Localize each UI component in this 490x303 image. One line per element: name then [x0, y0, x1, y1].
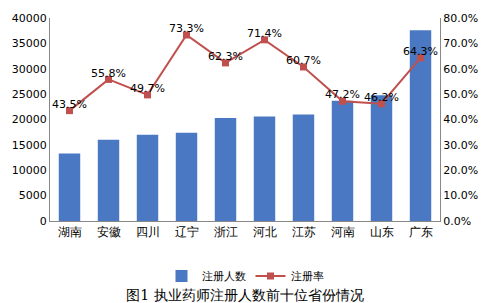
svg-text:0: 0 [40, 215, 47, 228]
svg-text:0.0%: 0.0% [443, 215, 471, 228]
svg-text:图1 执业药师注册人数前十位省份情况: 图1 执业药师注册人数前十位省份情况 [126, 287, 363, 303]
svg-text:47.2%: 47.2% [325, 88, 360, 101]
svg-text:62.3%: 62.3% [208, 50, 243, 63]
svg-text:64.3%: 64.3% [403, 45, 438, 58]
svg-text:15000: 15000 [12, 139, 47, 152]
svg-text:55.8%: 55.8% [91, 67, 126, 80]
svg-text:40.0%: 40.0% [443, 113, 478, 126]
svg-text:安徽: 安徽 [97, 225, 121, 239]
svg-text:20000: 20000 [12, 113, 47, 126]
svg-text:40000: 40000 [12, 12, 47, 25]
svg-text:43.5%: 43.5% [52, 98, 87, 111]
svg-text:30.0%: 30.0% [443, 139, 478, 152]
svg-text:10000: 10000 [12, 164, 47, 177]
svg-text:注册率: 注册率 [291, 270, 324, 283]
svg-text:浙江: 浙江 [214, 225, 238, 239]
svg-text:73.3%: 73.3% [169, 22, 204, 35]
svg-text:35000: 35000 [12, 37, 47, 50]
svg-text:46.2%: 46.2% [364, 91, 399, 104]
svg-text:71.4%: 71.4% [247, 27, 282, 40]
svg-text:20.0%: 20.0% [443, 164, 478, 177]
svg-text:山东: 山东 [370, 225, 394, 239]
svg-text:四川: 四川 [136, 225, 160, 239]
svg-text:辽宁: 辽宁 [175, 225, 199, 239]
svg-text:80.0%: 80.0% [443, 12, 478, 25]
svg-text:江苏: 江苏 [292, 225, 316, 239]
svg-text:60.0%: 60.0% [443, 63, 478, 76]
svg-text:50.0%: 50.0% [443, 88, 478, 101]
svg-text:河北: 河北 [253, 225, 277, 239]
svg-text:60.7%: 60.7% [286, 54, 321, 67]
svg-text:25000: 25000 [12, 88, 47, 101]
svg-text:注册人数: 注册人数 [202, 270, 246, 283]
svg-text:30000: 30000 [12, 63, 47, 76]
svg-text:49.7%: 49.7% [130, 82, 165, 95]
svg-text:10.0%: 10.0% [443, 189, 478, 202]
svg-text:70.0%: 70.0% [443, 37, 478, 50]
svg-text:湖南: 湖南 [58, 225, 82, 239]
svg-text:河南: 河南 [331, 225, 355, 239]
svg-text:广东: 广东 [409, 225, 433, 239]
svg-text:5000: 5000 [19, 189, 47, 202]
